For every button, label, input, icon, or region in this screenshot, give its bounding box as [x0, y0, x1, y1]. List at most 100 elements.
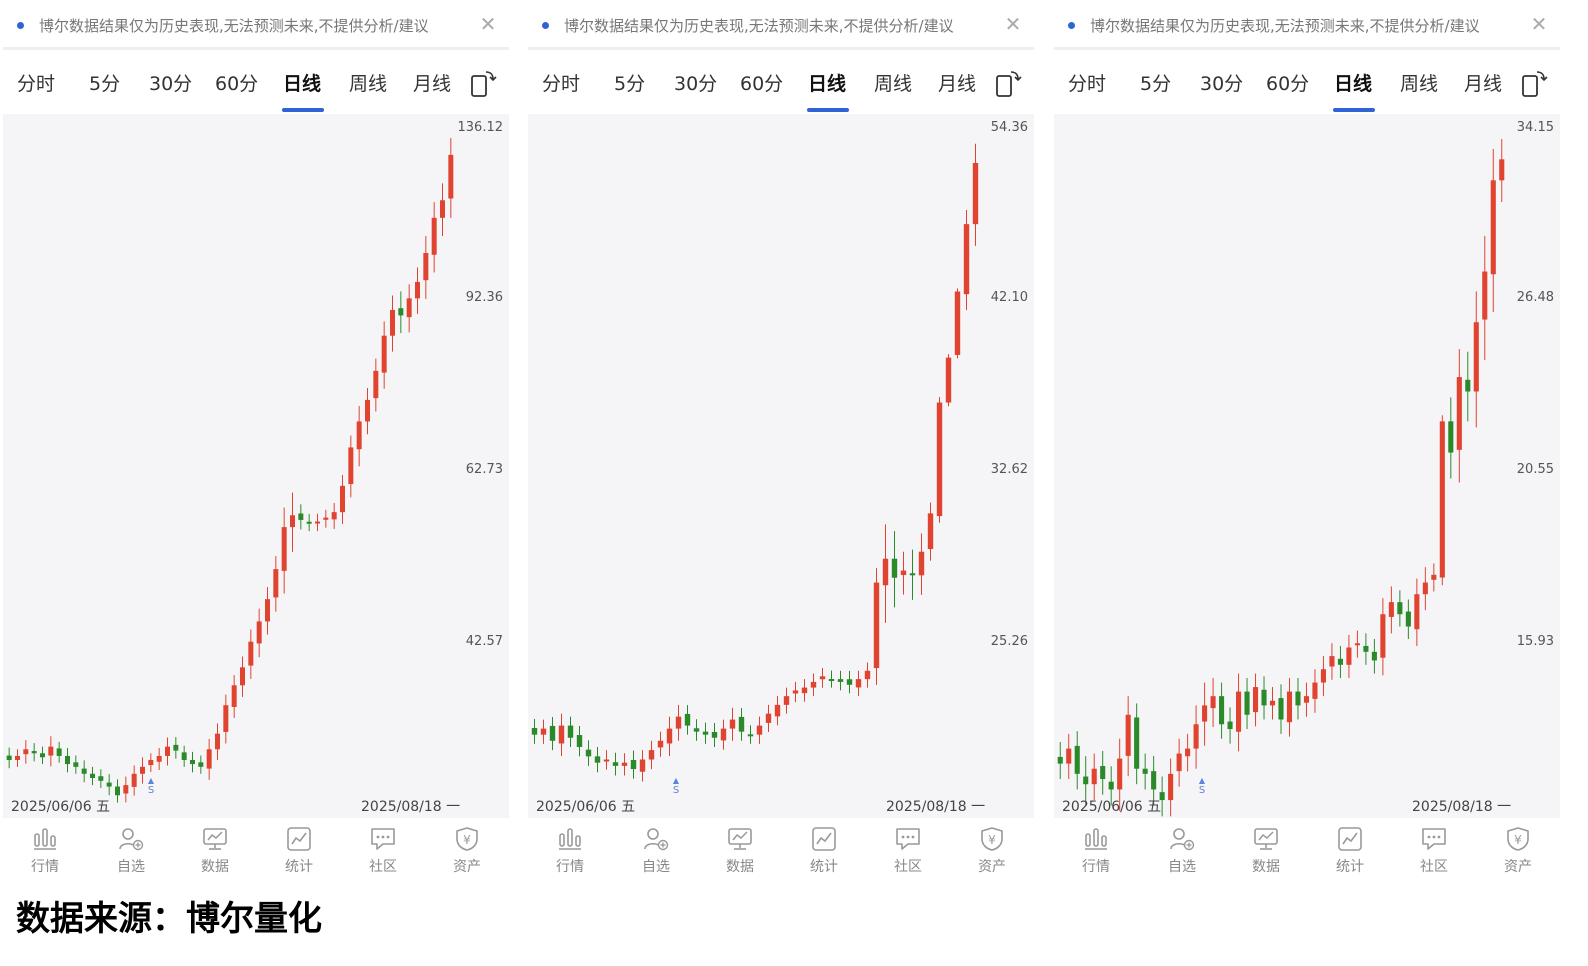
nav-data[interactable]: 数据: [185, 826, 245, 876]
tab-timeframe-5[interactable]: 周线: [349, 73, 388, 95]
tab-timeframe-1[interactable]: 5分: [614, 73, 646, 95]
tab-timeframe-3[interactable]: 60分: [740, 73, 784, 95]
nav-label: 数据: [1252, 859, 1280, 875]
nav-data[interactable]: 数据: [710, 826, 770, 876]
bottom-nav: 行情 自选 数据 统计 社区 ¥ 资产: [528, 818, 1034, 886]
candle-up: [855, 679, 862, 688]
close-icon[interactable]: ✕: [1004, 12, 1022, 36]
candle-up: [1354, 643, 1360, 646]
candle-down: [173, 744, 179, 751]
tab-timeframe-3[interactable]: 60分: [215, 73, 259, 95]
tab-timeframe-0[interactable]: 分时: [1068, 73, 1107, 95]
candle-up: [1346, 647, 1352, 665]
candle-down: [1278, 698, 1284, 720]
nav-market[interactable]: 行情: [540, 826, 600, 876]
candle-up: [540, 728, 547, 735]
signal-marker-label: S: [672, 785, 680, 796]
nav-assets[interactable]: ¥ 资产: [962, 826, 1022, 876]
candle-down: [1405, 611, 1411, 627]
tab-timeframe-2[interactable]: 30分: [674, 73, 718, 95]
signal-marker-label: S: [1198, 785, 1206, 796]
candle-down: [828, 679, 835, 682]
candle-up: [666, 728, 673, 744]
candle-up: [1414, 594, 1420, 630]
bottom-nav: 行情 自选 数据 统计 社区 ¥ 资产: [3, 818, 509, 886]
nav-assets[interactable]: ¥ 资产: [437, 826, 497, 876]
candle-down: [837, 679, 844, 682]
candlestick-chart[interactable]: 54.36 42.10 32.62 25.26 ▲ S 2025/06/06 五 2025/0…: [528, 114, 1034, 818]
nav-market[interactable]: 行情: [1066, 826, 1126, 876]
candlestick-chart[interactable]: 136.12 92.36 62.73 42.57 ▲ S 2025/06/06 五 2025/…: [3, 114, 509, 818]
candle-up: [927, 513, 934, 550]
tab-timeframe-0[interactable]: 分时: [17, 73, 56, 95]
candle-down: [1261, 689, 1267, 706]
nav-community[interactable]: 社区: [1404, 826, 1464, 876]
tab-timeframe-0[interactable]: 分时: [542, 73, 581, 95]
candle-down: [115, 786, 120, 796]
nav-stats[interactable]: 统计: [269, 826, 329, 876]
tab-timeframe-4[interactable]: 日线: [1334, 73, 1373, 95]
candle-up: [765, 713, 772, 723]
candle-up: [783, 696, 790, 705]
tab-timeframe-4[interactable]: 日线: [283, 73, 322, 95]
nav-data[interactable]: 数据: [1236, 826, 1296, 876]
close-icon[interactable]: ✕: [479, 12, 497, 36]
candle-up: [240, 667, 245, 686]
price-axis-label: 34.15: [1516, 120, 1554, 135]
candle-down: [98, 776, 104, 781]
tab-timeframe-6[interactable]: 月线: [413, 73, 452, 95]
data-monitor-icon: [185, 826, 245, 852]
candle-down: [65, 755, 70, 765]
signal-marker[interactable]: ▲ S: [670, 776, 682, 796]
candle-down: [846, 679, 853, 685]
candle-up: [231, 685, 237, 707]
assets-yuan-icon: ¥: [437, 826, 497, 852]
signal-marker[interactable]: ▲ S: [1196, 776, 1208, 796]
nav-stats[interactable]: 统计: [1320, 826, 1380, 876]
tab-timeframe-6[interactable]: 月线: [1464, 73, 1503, 95]
tab-timeframe-4[interactable]: 日线: [808, 73, 847, 95]
nav-community[interactable]: 社区: [878, 826, 938, 876]
rotate-screen-icon[interactable]: [994, 69, 1022, 99]
tab-timeframe-3[interactable]: 60分: [1266, 73, 1310, 95]
candle-up: [1168, 773, 1174, 801]
tab-timeframe-1[interactable]: 5分: [89, 73, 121, 95]
candle-up: [1329, 656, 1335, 667]
svg-text:¥: ¥: [988, 833, 996, 847]
tab-timeframe-5[interactable]: 周线: [874, 73, 913, 95]
candle-up: [423, 253, 429, 281]
nav-assets[interactable]: ¥ 资产: [1488, 826, 1548, 876]
nav-community[interactable]: 社区: [353, 826, 413, 876]
candle-up: [340, 485, 345, 513]
nav-watchlist[interactable]: 自选: [626, 826, 686, 876]
price-axis-label: 54.36: [990, 120, 1028, 135]
nav-watchlist[interactable]: 自选: [1152, 826, 1212, 876]
rotate-screen-icon[interactable]: [469, 69, 497, 99]
candle-up: [390, 309, 395, 336]
candle-down: [1057, 756, 1063, 764]
nav-stats[interactable]: 统计: [794, 826, 854, 876]
tab-timeframe-1[interactable]: 5分: [1140, 73, 1172, 95]
candlestick-plot: [1057, 138, 1505, 817]
candle-up: [281, 527, 287, 571]
tab-timeframe-2[interactable]: 30分: [149, 73, 193, 95]
close-icon[interactable]: ✕: [1530, 12, 1548, 36]
tab-timeframe-6[interactable]: 月线: [938, 73, 977, 95]
signal-marker[interactable]: ▲ S: [145, 776, 157, 796]
rotate-screen-icon[interactable]: [1520, 69, 1548, 99]
price-axis-label: 62.73: [465, 462, 503, 477]
nav-label: 数据: [726, 859, 754, 875]
candlestick-chart[interactable]: 34.15 26.48 20.55 15.93 ▲ S 2025/06/06 五 2025/0…: [1054, 114, 1560, 818]
candle-up: [23, 749, 29, 755]
candle-up: [756, 725, 763, 735]
candle-up: [1125, 714, 1131, 756]
chart-panel-1: 博尔数据结果仅为历史表现,无法预测未来,不提供分析/建议 ✕ 分时 5分 30分 60分 日…: [3, 0, 509, 886]
tab-timeframe-2[interactable]: 30分: [1200, 73, 1244, 95]
nav-market[interactable]: 行情: [15, 826, 75, 876]
tab-timeframe-5[interactable]: 周线: [1400, 73, 1439, 95]
nav-watchlist[interactable]: 自选: [101, 826, 161, 876]
candle-down: [531, 727, 538, 735]
price-axis-label: 26.48: [1516, 290, 1554, 305]
candle-down: [1134, 717, 1140, 769]
candle-down: [1219, 696, 1225, 725]
